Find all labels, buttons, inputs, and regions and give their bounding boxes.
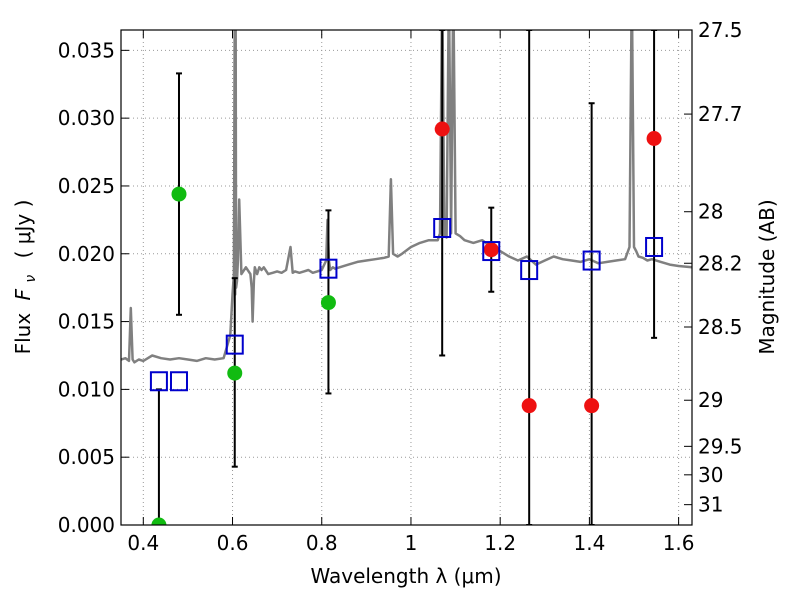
y-tick-label-7: 0.035	[58, 38, 115, 62]
x-tick-label-6: 1.6	[663, 531, 695, 555]
model-square-1	[169, 371, 188, 392]
y2-tick-label-4: 28.5	[698, 315, 743, 339]
y2-tick-label-5: 29	[698, 388, 723, 412]
y-axis-title-symbol: F	[11, 288, 35, 300]
y2-tick-label-1: 27.7	[698, 102, 743, 126]
x-tick-label-5: 1.4	[573, 531, 605, 555]
y2-tick-label-2: 28	[698, 200, 723, 224]
model-square-4	[433, 218, 452, 238]
model-square-3	[319, 258, 338, 279]
y2-tick-label-6: 29.5	[698, 434, 743, 458]
model-square-2	[225, 334, 244, 355]
detection-point-1	[171, 186, 187, 202]
y-axis-title: Flux F ν ( μJy )	[11, 200, 40, 355]
upper-limit-point-4	[646, 130, 662, 146]
grid-lines	[121, 30, 692, 526]
upper-limit-point-3	[584, 398, 600, 414]
y-axis-title-subscript: ν	[23, 275, 39, 283]
ticks-layer	[121, 29, 692, 526]
y-tick-label-3: 0.015	[58, 310, 115, 334]
model-square-8	[645, 236, 664, 257]
detection-point-0	[151, 517, 167, 525]
y-tick-label-5: 0.025	[58, 174, 115, 198]
x-axis-title: Wavelength λ (μm)	[310, 564, 501, 588]
y2-axis-title: Magnitude (AB)	[755, 199, 779, 354]
spectrum-line	[121, 30, 692, 364]
y-tick-label-4: 0.020	[58, 242, 115, 266]
y2-tick-label-7: 30	[698, 463, 723, 487]
tick-labels: 0.4 0.6 0.8 1 1.2 1.4 1.6 0.000 0.005 0.010 0.015 0…	[58, 18, 743, 555]
detection-point-2	[227, 365, 243, 381]
y-axis-title-unit: ( μJy )	[11, 200, 35, 259]
y-tick-label-1: 0.005	[58, 445, 115, 469]
x-tick-label-2: 0.8	[306, 531, 338, 555]
y2-tick-label-3: 28.2	[698, 251, 743, 275]
x-tick-label-1: 0.6	[217, 531, 249, 555]
spectrum-layer	[121, 30, 692, 364]
y-tick-label-0: 0.000	[58, 513, 115, 537]
y2-tick-label-0: 27.5	[698, 18, 743, 42]
model-square-0	[149, 371, 168, 392]
model-square-7	[582, 250, 601, 271]
y-tick-label-6: 0.030	[58, 106, 115, 130]
upper-limit-point-2	[521, 398, 537, 414]
model-square-5	[482, 241, 501, 262]
y2-tick-label-8: 31	[698, 493, 723, 517]
x-tick-label-4: 1.2	[484, 531, 516, 555]
model-square-6	[520, 260, 539, 281]
y-axis-title-main: Flux	[11, 306, 35, 354]
upper-limit-point-1	[483, 242, 499, 258]
detection-point-3	[320, 295, 336, 311]
x-tick-label-0: 0.4	[127, 531, 159, 555]
plot-frame	[120, 29, 693, 526]
marker-layer	[149, 121, 664, 525]
errorbar-layer	[155, 30, 658, 525]
x-tick-label-3: 1	[405, 531, 418, 555]
y-tick-label-2: 0.010	[58, 377, 115, 401]
upper-limit-point-0	[434, 121, 450, 137]
